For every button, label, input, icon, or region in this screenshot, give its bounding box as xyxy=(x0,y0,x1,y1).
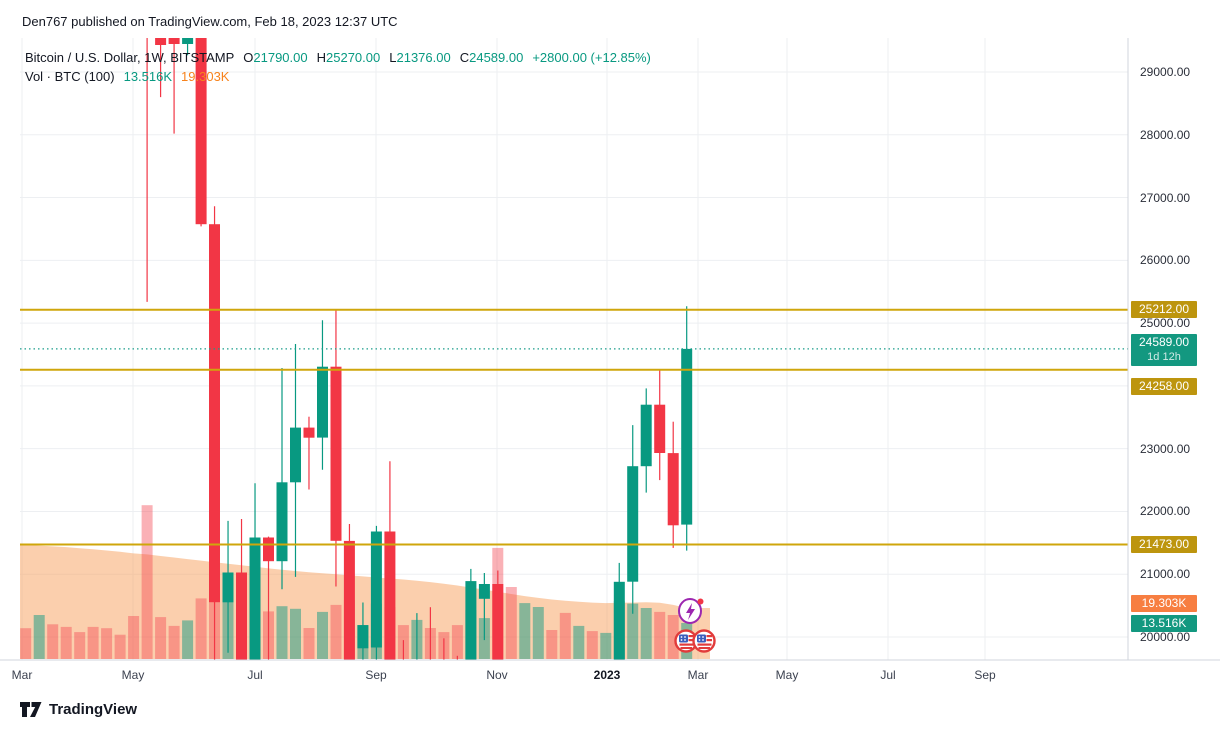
time-axis-label: May xyxy=(775,668,799,682)
price-badge: 19.303K xyxy=(1131,595,1197,612)
time-axis-label: Jul xyxy=(247,668,263,682)
symbol-title[interactable]: Bitcoin / U.S. Dollar, 1W, BITSTAMP xyxy=(25,50,235,65)
time-axis-label: Mar xyxy=(11,668,33,682)
price-axis-label: 28000.00 xyxy=(1140,127,1191,142)
us-flag-icon xyxy=(674,629,698,653)
volume-study-title[interactable]: Vol · BTC (100) xyxy=(25,69,115,84)
us-flag-icon xyxy=(692,629,716,653)
axis-border-lines xyxy=(0,38,1220,661)
volume-ma-area xyxy=(20,544,710,659)
price-axis-label: 23000.00 xyxy=(1140,441,1191,456)
price-badge: 21473.00 xyxy=(1131,536,1197,554)
price-badge: 13.516K xyxy=(1131,615,1197,632)
horizontal-level-lines[interactable] xyxy=(20,308,1128,546)
time-axis-label: Mar xyxy=(687,668,709,682)
open-value: O21790.00 xyxy=(243,50,308,65)
price-axis-label: 27000.00 xyxy=(1140,190,1191,205)
time-axis-label: Sep xyxy=(974,668,996,682)
close-value: C24589.00 xyxy=(459,50,524,65)
time-axis-label: 2023 xyxy=(593,668,621,682)
price-badge: 24589.00 1d 12h xyxy=(1131,333,1197,366)
price-axis-label: 21000.00 xyxy=(1140,567,1191,582)
price-badge: 24258.00 xyxy=(1131,378,1197,395)
price-axis-label: 26000.00 xyxy=(1140,253,1191,268)
time-axis-label: Sep xyxy=(365,668,387,682)
price-axis-label: 22000.00 xyxy=(1140,504,1191,519)
volume-legend[interactable]: Vol · BTC (100) 13.516K 19.303K xyxy=(25,69,229,84)
symbol-legend[interactable]: Bitcoin / U.S. Dollar, 1W, BITSTAMP O217… xyxy=(25,50,651,65)
tradingview-logo-icon xyxy=(20,702,42,717)
volume-ma-value: 19.303K xyxy=(181,69,230,84)
price-badge: 25212.00 xyxy=(1131,301,1197,319)
price-axis-label: 25000.00 xyxy=(1140,316,1191,331)
change-value: +2800.00 (+12.85%) xyxy=(532,50,651,65)
volume-current: 13.516K xyxy=(123,69,173,84)
price-axis-label: 29000.00 xyxy=(1140,65,1191,79)
low-value: L21376.00 xyxy=(389,50,451,65)
tradingview-branding[interactable]: TradingView xyxy=(20,701,137,718)
price-axis-label: 20000.00 xyxy=(1140,630,1191,644)
candles xyxy=(146,38,693,660)
brand-name: TradingView xyxy=(49,701,138,718)
event-lightning-icon[interactable] xyxy=(676,595,706,632)
event-us-flags-icon[interactable] xyxy=(674,628,720,659)
badge-countdown: 1d 12h xyxy=(1147,350,1181,363)
time-axis-label: Jul xyxy=(880,668,896,682)
time-axis-label: May xyxy=(121,668,145,682)
time-axis-label: Nov xyxy=(486,668,508,682)
high-value: H25270.00 xyxy=(316,50,381,65)
published-info: Den767 published on TradingView.com, Feb… xyxy=(22,14,398,29)
